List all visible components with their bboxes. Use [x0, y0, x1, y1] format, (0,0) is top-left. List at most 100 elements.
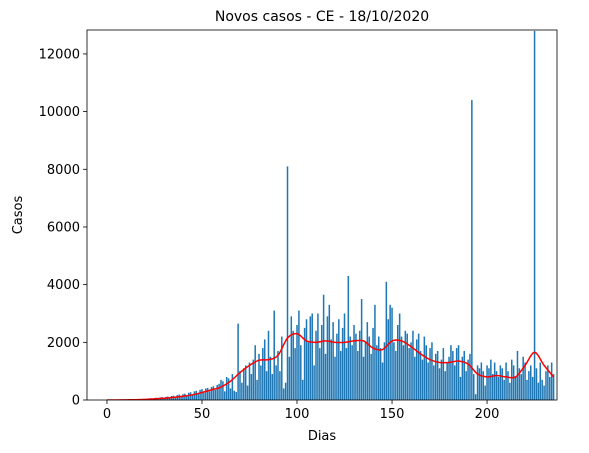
bar	[269, 356, 272, 400]
bar	[351, 345, 353, 400]
bar	[518, 368, 521, 400]
bar	[324, 353, 327, 400]
bar	[328, 304, 331, 400]
bar	[290, 316, 293, 400]
bar	[514, 376, 517, 400]
bar	[338, 319, 340, 400]
bar	[243, 368, 245, 400]
bar	[421, 359, 424, 400]
bar	[262, 348, 264, 400]
bar	[229, 388, 232, 400]
bar	[476, 365, 479, 400]
bar	[303, 327, 306, 400]
bar	[334, 356, 336, 400]
bar	[535, 368, 538, 400]
bar	[231, 374, 234, 400]
bar	[541, 379, 543, 400]
bar	[471, 100, 473, 400]
bar	[248, 362, 251, 400]
x-tick-label: 50	[194, 407, 211, 422]
bar	[197, 393, 199, 400]
axes-frame	[86, 29, 558, 401]
bar	[201, 389, 203, 400]
bar	[528, 371, 530, 400]
x-tick-label: 200	[475, 407, 500, 422]
bar	[309, 316, 312, 400]
bar	[317, 313, 319, 400]
bar	[552, 374, 555, 400]
bar	[547, 365, 549, 400]
bar	[505, 362, 507, 400]
bar	[339, 350, 342, 400]
bar	[300, 345, 302, 400]
bar	[315, 330, 317, 400]
bar	[260, 365, 262, 400]
bar	[212, 386, 215, 400]
bar	[326, 316, 329, 400]
bar	[319, 348, 321, 400]
bar	[180, 396, 182, 400]
bar	[463, 350, 466, 400]
bar	[512, 365, 515, 400]
bar	[189, 392, 192, 400]
bar	[311, 313, 313, 400]
bar	[433, 365, 435, 400]
bar	[210, 387, 213, 400]
bar	[322, 294, 325, 400]
bar	[484, 385, 486, 400]
bar	[241, 382, 243, 400]
y-tick-label: 10000	[39, 105, 80, 120]
trend-line	[106, 332, 555, 400]
bar	[208, 391, 211, 400]
bar	[376, 345, 378, 400]
bar	[235, 391, 237, 400]
bar	[434, 353, 437, 400]
bar	[193, 391, 196, 400]
bar	[444, 371, 447, 400]
bar	[387, 319, 389, 400]
bar	[252, 359, 255, 400]
bar	[474, 394, 477, 400]
bar	[417, 333, 420, 400]
bar	[465, 371, 467, 400]
bar	[410, 342, 412, 400]
x-tick-label: 0	[103, 407, 111, 422]
bar	[440, 359, 443, 400]
bar	[400, 336, 403, 400]
bar	[258, 353, 260, 400]
bar	[398, 313, 401, 400]
bar	[227, 378, 230, 400]
bar	[364, 342, 367, 400]
bar	[385, 281, 388, 400]
bar	[271, 374, 274, 400]
bar	[184, 393, 186, 400]
bar	[199, 389, 201, 400]
bar	[530, 365, 532, 400]
bar	[250, 374, 253, 400]
y-tick-label: 12000	[39, 47, 80, 62]
bar	[343, 313, 346, 400]
bar	[501, 368, 504, 400]
bar	[457, 345, 460, 400]
bar	[539, 362, 542, 400]
bar	[191, 394, 194, 400]
bar	[427, 362, 429, 400]
bar	[282, 388, 285, 400]
bar	[366, 322, 369, 400]
bar	[355, 333, 357, 400]
bar	[301, 379, 304, 400]
chart-title: Novos casos - CE - 18/10/2020	[215, 9, 429, 25]
bar	[511, 359, 513, 400]
bar	[478, 368, 481, 400]
bar	[383, 342, 386, 400]
bar	[448, 356, 450, 400]
bar	[509, 382, 511, 400]
bar	[429, 348, 431, 400]
bar	[174, 397, 177, 400]
bar	[522, 356, 524, 400]
bar	[273, 310, 275, 400]
y-tick-label: 0	[72, 394, 80, 409]
bar	[480, 362, 483, 400]
bar	[408, 348, 410, 400]
bar	[360, 299, 363, 400]
